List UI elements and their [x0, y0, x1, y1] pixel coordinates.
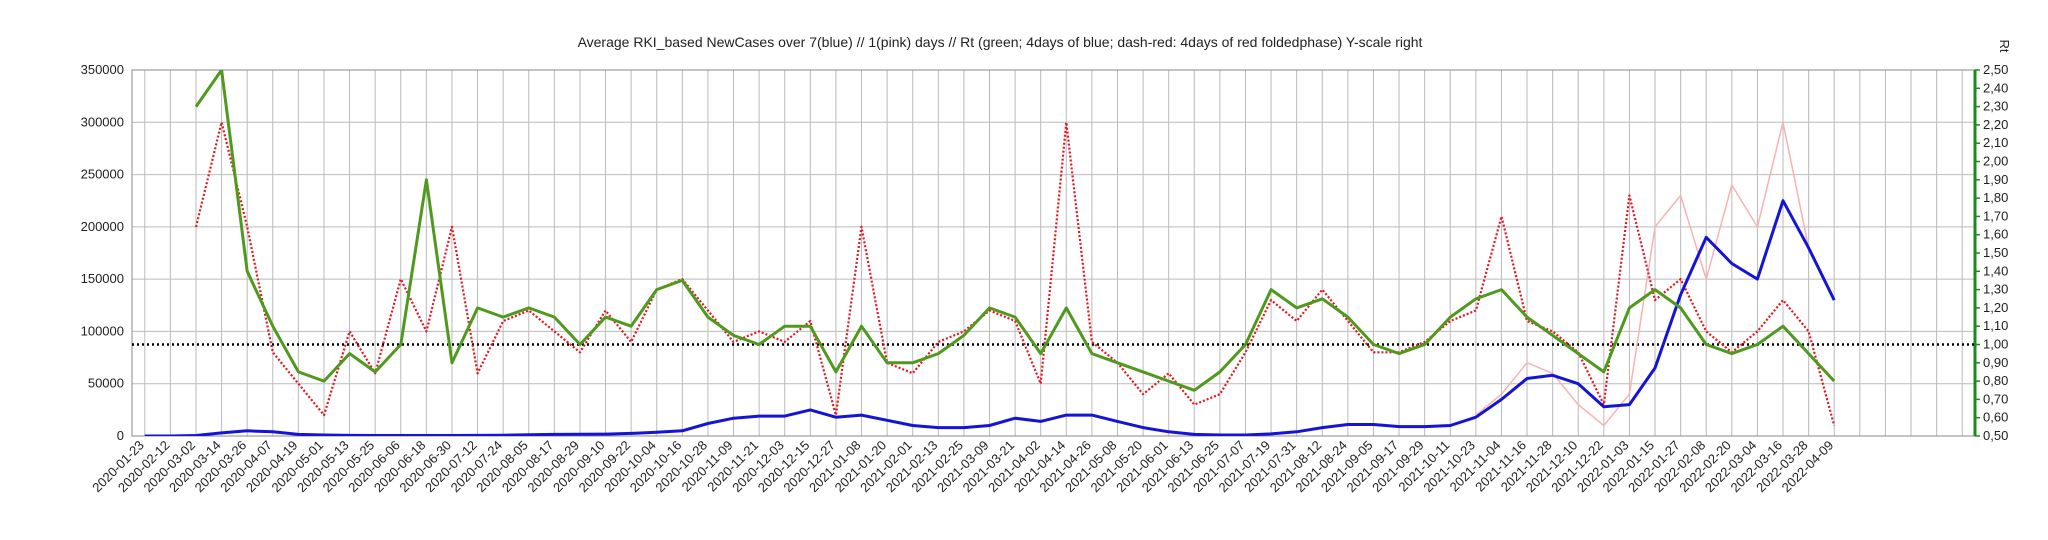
y2-tick-label: 2,50 — [1983, 62, 2008, 77]
plot-area — [132, 70, 1975, 436]
y2-tick-label: 1,70 — [1983, 208, 2008, 223]
y-tick-label: 200000 — [81, 219, 124, 234]
y2-tick-label: 0,50 — [1983, 428, 2008, 443]
y2-axis-label: Rt — [1997, 40, 2012, 53]
y2-tick-label: 1,80 — [1983, 190, 2008, 205]
y2-tick-label: 0,80 — [1983, 373, 2008, 388]
y2-tick-label: 2,20 — [1983, 117, 2008, 132]
series-line — [194, 70, 1836, 392]
series-line — [1475, 121, 1810, 427]
y2-tick-label: 1,10 — [1983, 318, 2008, 333]
series-line — [194, 121, 1836, 426]
y2-tick-label: 2,00 — [1983, 154, 2008, 169]
y-tick-label: 150000 — [81, 271, 124, 286]
y2-tick-label: 0,60 — [1983, 410, 2008, 425]
y-tick-label: 50000 — [88, 376, 124, 391]
y2-tick-label: 0,90 — [1983, 355, 2008, 370]
y2-tick-label: 1,90 — [1983, 172, 2008, 187]
y2-tick-label: 1,20 — [1983, 300, 2008, 315]
y2-tick-label: 1,30 — [1983, 282, 2008, 297]
series-line — [144, 199, 1836, 436]
y2-tick-label: 2,40 — [1983, 80, 2008, 95]
chart-title: Average RKI_based NewCases over 7(blue) … — [578, 34, 1423, 50]
y2-tick-label: 0,70 — [1983, 391, 2008, 406]
y-tick-label: 250000 — [81, 167, 124, 182]
y-tick-label: 350000 — [81, 62, 124, 77]
y2-tick-label: 2,10 — [1983, 135, 2008, 150]
y2-tick-label: 1,60 — [1983, 227, 2008, 242]
y-tick-label: 100000 — [81, 323, 124, 338]
y2-tick-label: 1,50 — [1983, 245, 2008, 260]
y-tick-label: 300000 — [81, 114, 124, 129]
y-tick-label: 0 — [117, 428, 124, 443]
y2-tick-label: 1,00 — [1983, 337, 2008, 352]
y2-tick-label: 1,40 — [1983, 263, 2008, 278]
y2-tick-label: 2,30 — [1983, 99, 2008, 114]
